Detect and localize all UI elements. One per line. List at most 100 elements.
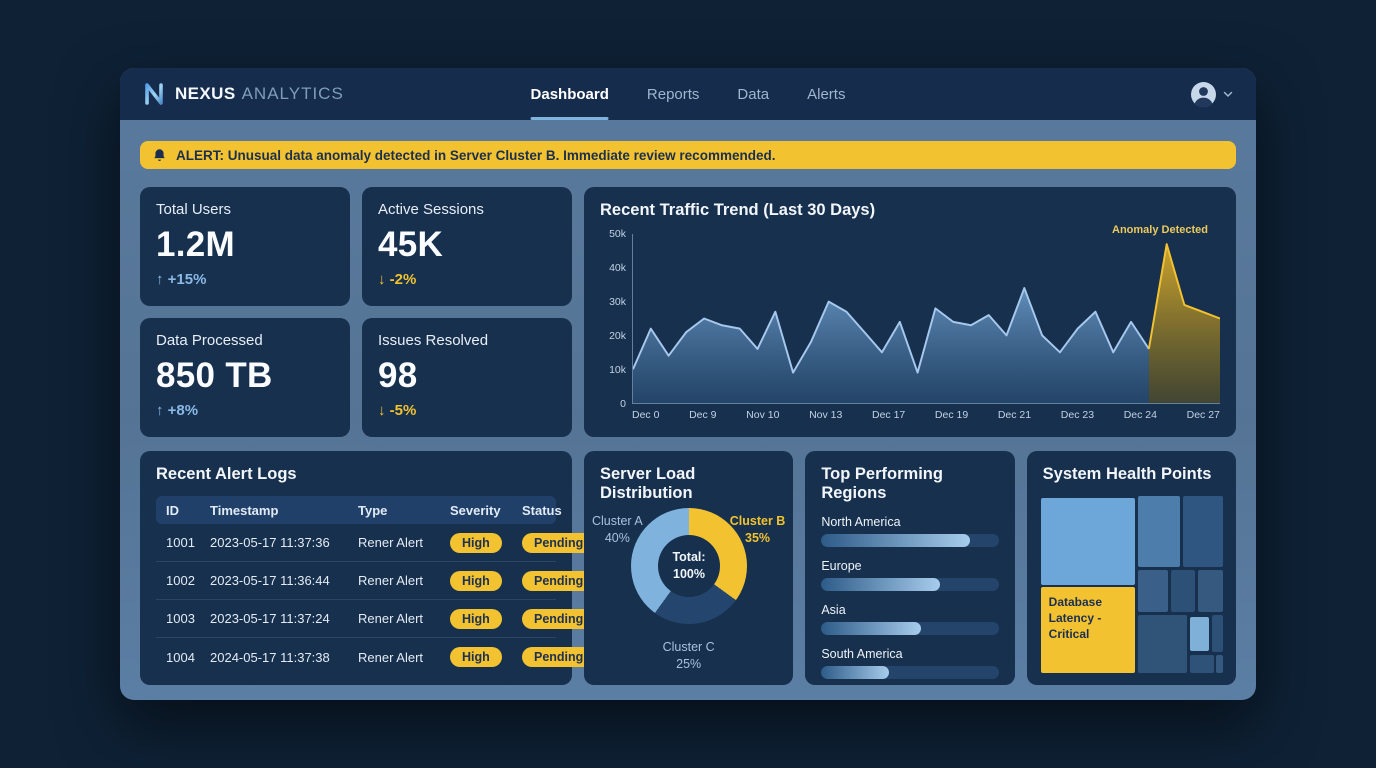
user-menu[interactable] <box>1190 81 1234 108</box>
traffic-area-anomaly <box>1148 244 1220 403</box>
treemap-tile <box>1138 569 1169 612</box>
treemap-tile <box>1198 569 1223 612</box>
stat-label: Issues Resolved <box>378 332 489 349</box>
status-badge: Pending <box>522 570 596 591</box>
stat-card-active-sessions: Active Sessions 45K ↓ -2% <box>362 187 572 306</box>
traffic-line-normal <box>633 287 1150 374</box>
stat-label: Total Users <box>156 201 232 218</box>
treemap-critical-label: Database Latency - Critical <box>1048 594 1103 641</box>
stat-delta: ↓ -2% <box>378 271 417 288</box>
alert-banner: ALERT: Unusual data anomaly detected in … <box>140 141 1236 169</box>
severity-badge: High <box>450 532 502 553</box>
stat-value: 1.2M <box>156 225 236 264</box>
severity-badge: High <box>450 570 502 591</box>
stat-label: Active Sessions <box>378 201 484 218</box>
traffic-area-normal <box>633 288 1149 403</box>
treemap-tile <box>1170 569 1196 612</box>
alert-logs-title: Recent Alert Logs <box>156 465 297 483</box>
trend-up-icon: ↑ <box>156 271 164 288</box>
stat-value: 98 <box>378 356 418 395</box>
tab-alerts[interactable]: Alerts <box>807 85 846 103</box>
stat-card-issues-resolved: Issues Resolved 98 ↓ -5% <box>362 318 572 437</box>
stat-value: 45K <box>378 225 444 264</box>
line-chart-plot: Anomaly Detected <box>632 224 1220 404</box>
trend-down-icon: ↓ <box>378 402 386 419</box>
alert-banner-prefix: ALERT: <box>176 147 224 163</box>
alert-logs-card: Recent Alert Logs ID Timestamp Type Seve… <box>140 451 596 685</box>
stat-delta: ↑ +8% <box>156 402 199 419</box>
treemap-tile <box>1189 617 1209 652</box>
stat-delta: ↑ +15% <box>156 271 207 288</box>
system-health-card: System Health Points Database Latency - … <box>1026 451 1236 685</box>
donut-label-cluster-c: Cluster C 25% <box>662 640 715 671</box>
status-badge: Pending <box>522 532 596 553</box>
brand-name-sub: ANALYTICS <box>241 84 344 103</box>
region-row: North America <box>821 515 999 547</box>
region-bar-track <box>821 622 999 635</box>
tab-reports[interactable]: Reports <box>646 85 700 103</box>
alert-banner-text: ALERT: Unusual data anomaly detected in … <box>176 148 775 163</box>
chevron-down-icon <box>1223 91 1233 97</box>
system-health-title: System Health Points <box>1042 465 1212 483</box>
stat-delta: ↓ -5% <box>378 402 417 419</box>
tab-data[interactable]: Data <box>737 85 770 103</box>
trend-down-icon: ↓ <box>378 271 386 288</box>
main-nav: Dashboard Reports Data Alerts <box>530 68 846 120</box>
region-bar-fill <box>821 622 921 635</box>
donut-label-cluster-a: Cluster A 40% <box>592 514 643 545</box>
treemap-tile <box>1138 614 1188 673</box>
brand-name: NEXUS <box>175 84 236 103</box>
trend-up-icon: ↑ <box>156 402 164 419</box>
alert-banner-message: Unusual data anomaly detected in Server … <box>227 147 776 163</box>
table-row: 1001 2023-05-17 11:37:36 Rener Alert Hig… <box>156 524 596 562</box>
y-axis-labels: 50k 40k 30k 20k 10k 0 <box>609 228 626 410</box>
chart-title: Recent Traffic Trend (Last 30 Days) <box>600 201 876 219</box>
severity-badge: High <box>450 608 502 629</box>
app-window: NEXUS ANALYTICS Dashboard Reports Data A… <box>120 68 1256 700</box>
region-bar-fill <box>821 666 889 679</box>
donut-center-label: Total: 100% <box>658 535 720 597</box>
x-axis-labels: Dec 0 Dec 9 Nov 10 Nov 13 Dec 17 Dec 19 … <box>632 409 1220 421</box>
server-load-card: Server Load Distribution Cluster A 40% C… <box>584 451 794 685</box>
status-badge: Pending <box>522 647 596 667</box>
treemap-tile <box>1189 655 1215 673</box>
treemap-tile <box>1211 614 1223 653</box>
donut-label-cluster-b: Cluster B 35% <box>729 514 786 545</box>
avatar <box>1191 81 1216 107</box>
table-row: 1003 2023-05-17 11:37:24 Rener Alert Hig… <box>156 600 596 638</box>
brand-logo-icon <box>145 83 163 105</box>
region-bar-track <box>821 534 999 547</box>
status-badge: Pending <box>522 608 596 629</box>
brand: NEXUS ANALYTICS <box>142 82 344 106</box>
region-bar-track <box>821 666 999 679</box>
region-bar-track <box>821 578 999 591</box>
traffic-line-chart <box>633 243 1220 403</box>
table-row: 1004 2024-05-17 11:37:38 Rener Alert Hig… <box>156 638 596 676</box>
app-header: NEXUS ANALYTICS Dashboard Reports Data A… <box>120 68 1256 120</box>
treemap-tile-critical: Database Latency - Critical <box>1040 586 1136 673</box>
region-row: Asia <box>821 603 999 635</box>
treemap-tile <box>1216 655 1223 673</box>
treemap: Database Latency - Critical <box>1040 493 1223 673</box>
donut-chart: Total: 100% <box>631 508 747 624</box>
stat-label: Data Processed <box>156 332 263 349</box>
stat-card-data-processed: Data Processed 850 TB ↑ +8% <box>140 318 350 437</box>
region-row: South America <box>821 647 999 679</box>
table-row: 1002 2023-05-17 11:36:44 Rener Alert Hig… <box>156 562 596 600</box>
tab-dashboard[interactable]: Dashboard <box>530 68 610 120</box>
server-load-title: Server Load Distribution <box>600 465 696 502</box>
anomaly-annotation: Anomaly Detected <box>1112 224 1208 236</box>
traffic-line-anomaly <box>1147 243 1220 350</box>
bell-icon <box>154 148 165 161</box>
dashboard-main: ALERT: Unusual data anomaly detected in … <box>120 120 1256 685</box>
region-bar-fill <box>821 534 971 547</box>
treemap-tile <box>1040 498 1136 585</box>
severity-badge: High <box>450 647 502 667</box>
region-bar-fill <box>821 578 941 591</box>
stat-value: 850 TB <box>156 356 273 395</box>
stat-card-total-users: Total Users 1.2M ↑ +15% <box>140 187 350 306</box>
treemap-tile <box>1182 495 1223 567</box>
treemap-tile <box>1138 495 1180 567</box>
stats-grid: Total Users 1.2M ↑ +15% Active Sessions … <box>140 187 572 437</box>
traffic-trend-card: Recent Traffic Trend (Last 30 Days) 50k … <box>584 187 1236 437</box>
